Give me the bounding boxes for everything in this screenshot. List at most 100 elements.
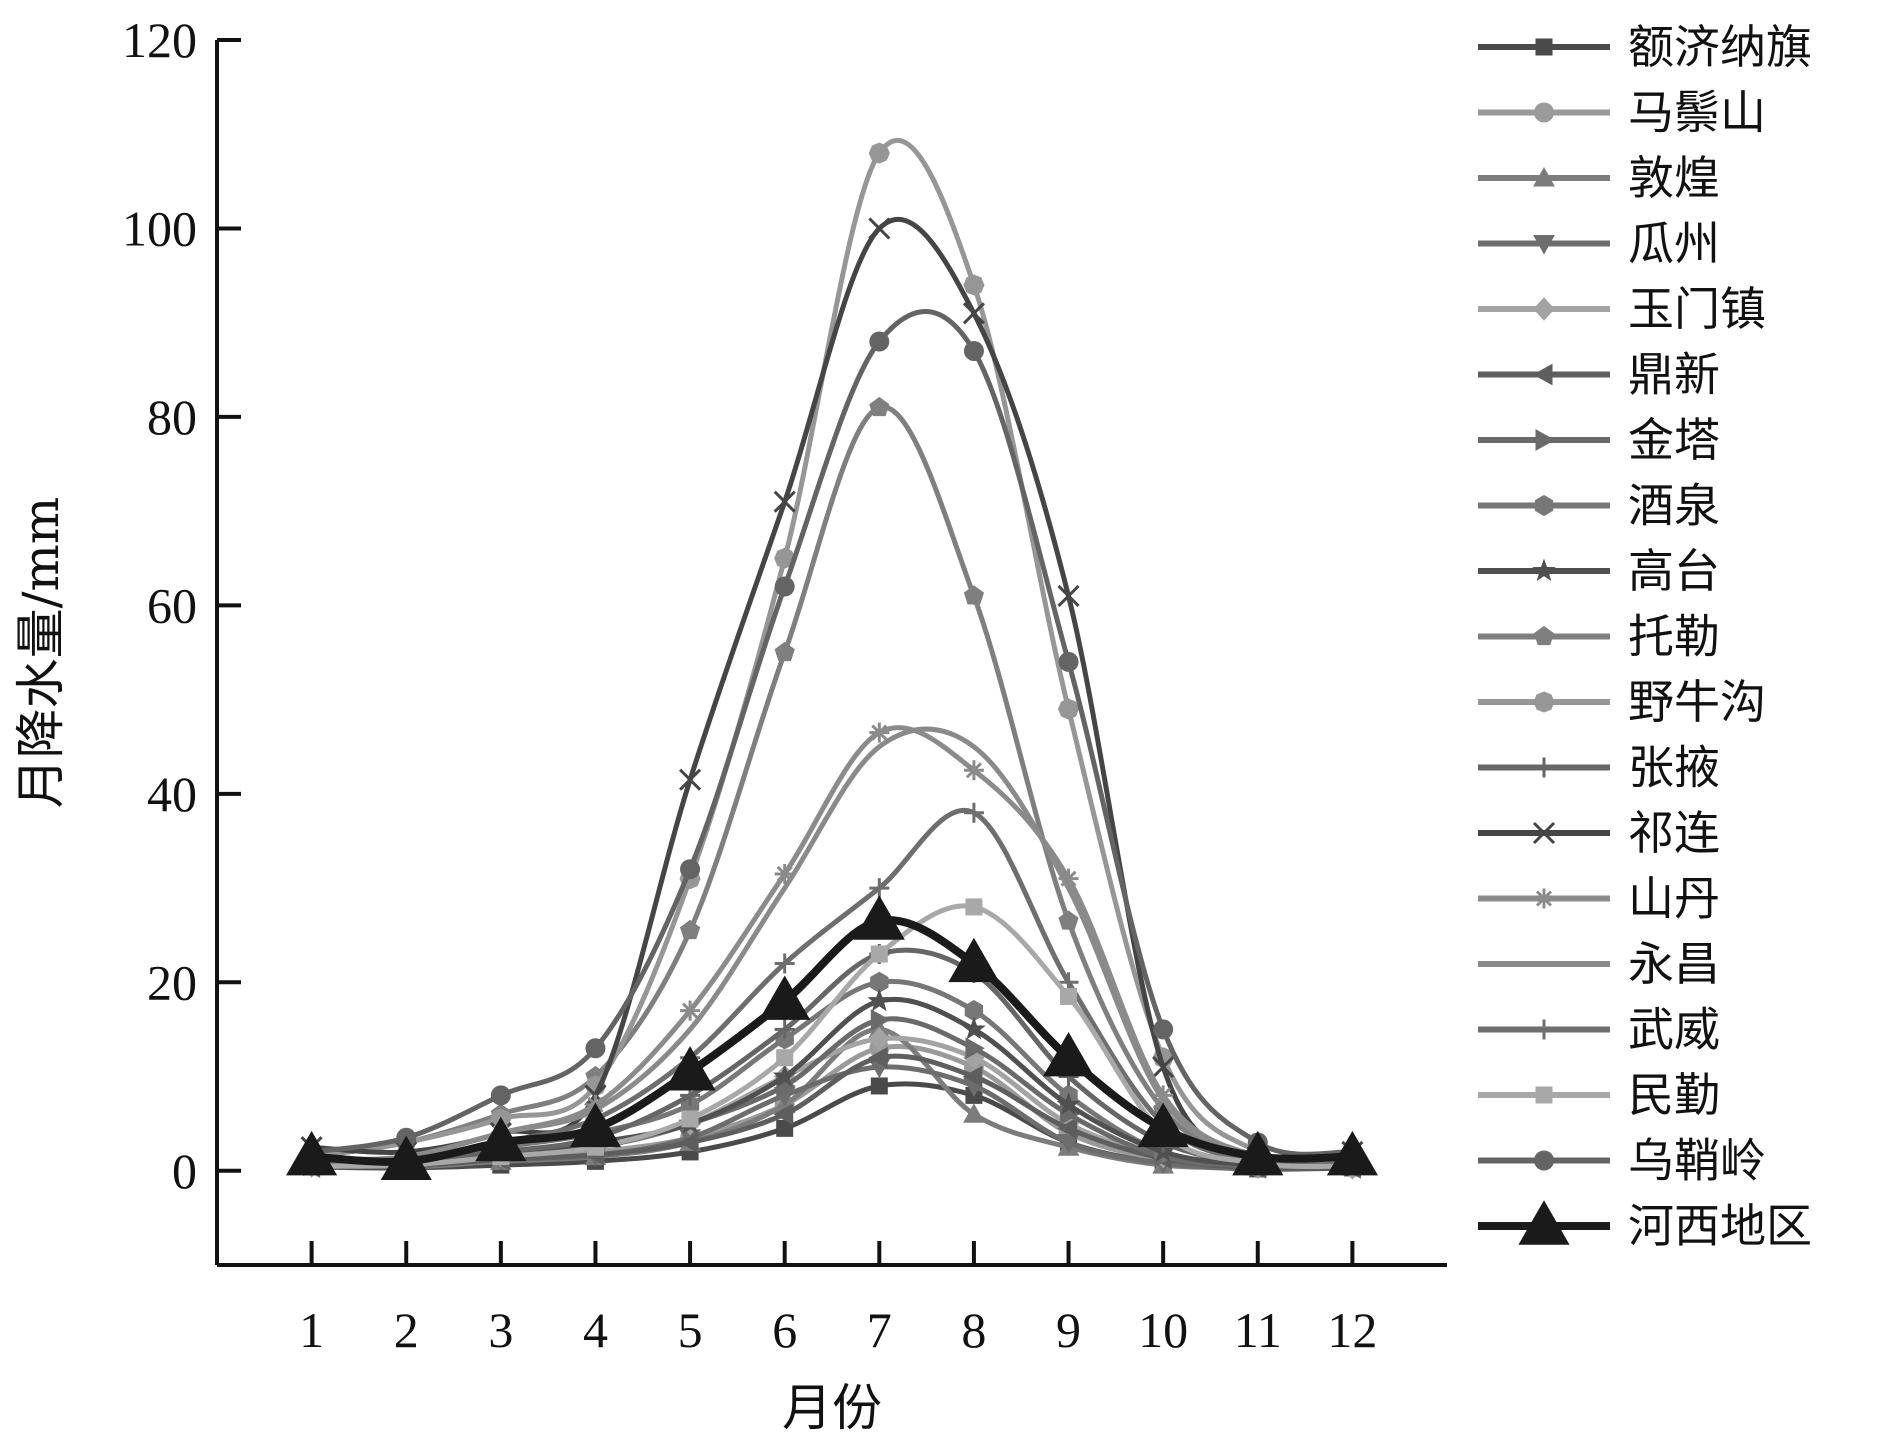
legend-item: 马鬃山 <box>1478 86 1766 140</box>
data-point <box>774 863 795 884</box>
legend-label: 张掖 <box>1628 741 1720 795</box>
data-point <box>774 576 795 597</box>
data-point <box>772 1064 797 1087</box>
data-point <box>286 1130 338 1176</box>
y-axis-title: 月降水量/mm <box>12 497 70 809</box>
data-point <box>664 1046 716 1091</box>
data-point <box>679 768 702 791</box>
data-point <box>868 142 890 164</box>
legend-item: 高台 <box>1478 544 1720 598</box>
legend-marker <box>1535 1086 1553 1104</box>
legend-item: 张掖 <box>1478 741 1720 795</box>
data-point <box>869 722 890 743</box>
data-point <box>1137 1102 1189 1148</box>
legend-item: 托勒 <box>1478 610 1720 664</box>
legend-marker <box>1535 38 1553 56</box>
legend-marker <box>1534 1150 1554 1171</box>
legend-marker <box>1533 625 1555 646</box>
data-point <box>1058 868 1079 889</box>
x-tick-label: 11 <box>1234 1302 1282 1358</box>
legend-label: 瓜州 <box>1628 217 1720 271</box>
legend-marker <box>1532 558 1556 582</box>
data-point <box>773 490 796 513</box>
x-tick-label: 1 <box>299 1302 324 1358</box>
data-point <box>870 1009 891 1031</box>
legend-item: 鼎新 <box>1478 348 1720 402</box>
data-point <box>1326 1130 1378 1176</box>
legend-marker <box>1535 429 1556 451</box>
data-point <box>1057 1117 1078 1140</box>
legend-item: 山丹 <box>1478 872 1720 926</box>
legend-marker <box>1518 1200 1570 1245</box>
y-tick-label: 60 <box>147 577 197 633</box>
data-point <box>963 1103 985 1123</box>
y-tick-label: 120 <box>122 12 197 68</box>
legend-label: 山丹 <box>1628 872 1720 926</box>
data-point <box>868 1027 890 1051</box>
data-point <box>679 1131 699 1154</box>
legend-item: 瓜州 <box>1478 217 1720 271</box>
legend-label: 玉门镇 <box>1628 282 1766 336</box>
y-tick-label: 80 <box>147 389 197 445</box>
legend-item: 乌鞘岭 <box>1478 1134 1766 1188</box>
series-19 <box>286 895 1378 1181</box>
series-line <box>309 309 1355 1157</box>
data-point <box>965 898 983 916</box>
data-point <box>962 1016 986 1040</box>
data-point <box>490 1085 511 1106</box>
legend-marker <box>1534 102 1554 123</box>
data-point <box>870 945 888 963</box>
x-tick-label: 7 <box>867 1302 892 1358</box>
data-point <box>774 953 795 974</box>
data-point <box>869 331 890 352</box>
legend-label: 祁连 <box>1628 806 1720 860</box>
y-tick-label: 100 <box>122 200 197 256</box>
series-11 <box>301 137 1363 1172</box>
legend-label: 敦煌 <box>1628 151 1720 205</box>
data-point <box>1042 1031 1095 1077</box>
data-point <box>963 340 984 361</box>
legend-item: 永昌 <box>1478 937 1720 991</box>
legend-marker <box>1532 363 1553 386</box>
data-point <box>585 1038 606 1059</box>
legend-label: 乌鞘岭 <box>1628 1134 1766 1188</box>
series-line <box>309 725 1355 1166</box>
legend-marker <box>1533 166 1555 187</box>
data-point <box>1058 651 1079 672</box>
data-point <box>1232 1130 1284 1176</box>
legend-marker <box>1534 757 1554 778</box>
data-point <box>774 1019 795 1040</box>
y-tick-label: 0 <box>172 1143 197 1199</box>
x-tick-label: 5 <box>678 1302 703 1358</box>
data-point <box>1153 1085 1174 1106</box>
legend: 额济纳旗马鬃山敦煌瓜州玉门镇鼎新金塔酒泉高台托勒野牛沟张掖祁连山丹永昌武威民勤乌… <box>1478 20 1812 1253</box>
data-point <box>963 585 985 605</box>
y-tick-label: 40 <box>147 766 197 822</box>
data-point <box>948 937 1000 983</box>
x-tick-label: 9 <box>1056 1302 1081 1358</box>
x-tick-label: 8 <box>961 1302 986 1358</box>
legend-item: 河西地区 <box>1478 1199 1812 1253</box>
legend-label: 野牛沟 <box>1628 675 1766 729</box>
data-point <box>963 274 985 296</box>
x-tick-label: 12 <box>1327 1302 1377 1358</box>
legend-label: 马鬃山 <box>1628 86 1766 140</box>
data-point <box>1153 1019 1174 1040</box>
data-point <box>774 547 796 569</box>
data-point <box>1057 584 1080 608</box>
data-point <box>681 1110 699 1128</box>
data-point <box>380 1135 432 1181</box>
legend-marker <box>1534 888 1554 909</box>
data-point <box>870 1077 888 1095</box>
series-line <box>309 137 1355 1165</box>
legend-item: 民勤 <box>1478 1068 1720 1122</box>
series-line <box>309 216 1355 1165</box>
legend-label: 酒泉 <box>1628 479 1720 533</box>
data-point <box>963 760 984 781</box>
data-point <box>868 217 891 240</box>
data-point <box>679 919 701 940</box>
x-tick-label: 2 <box>394 1302 419 1358</box>
legend-label: 河西地区 <box>1628 1199 1812 1253</box>
